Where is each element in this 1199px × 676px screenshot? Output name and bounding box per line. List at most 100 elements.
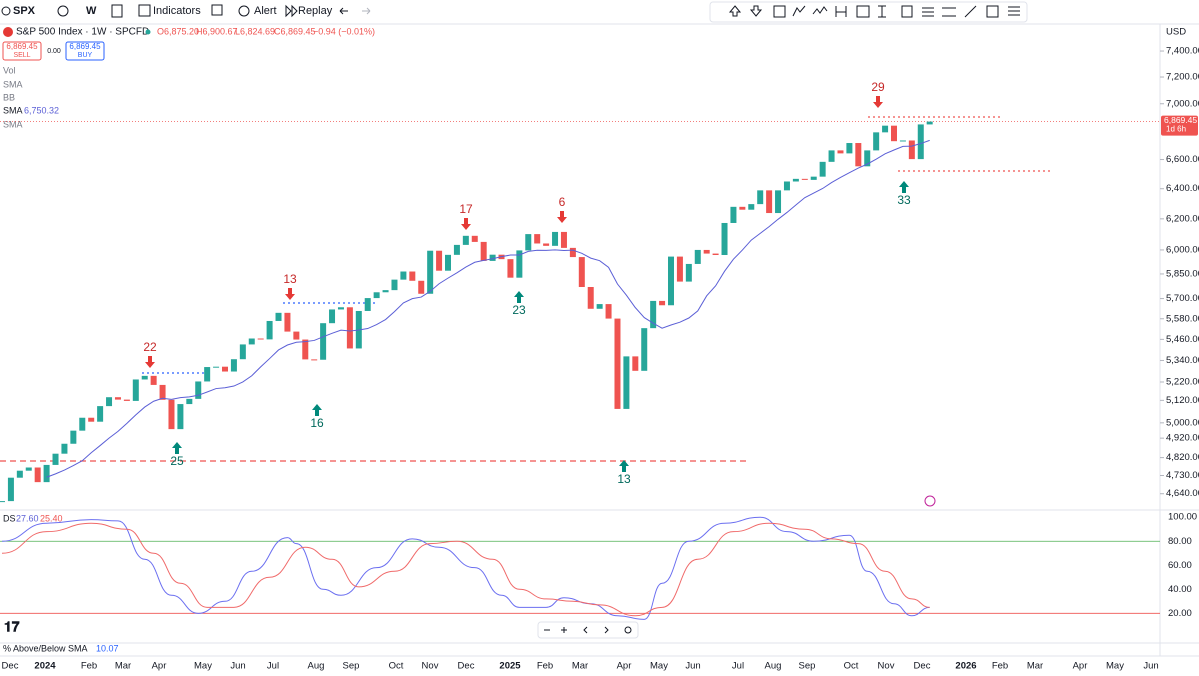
- spread: 0.00: [47, 48, 61, 55]
- candle: [337, 307, 344, 310]
- sell-arrow: [145, 356, 155, 368]
- time-label: May: [650, 661, 668, 672]
- candle: [123, 399, 130, 401]
- currency: USD: [1166, 27, 1186, 38]
- candle: [453, 244, 460, 255]
- candle: [525, 234, 532, 251]
- indicators-button[interactable]: Indicators: [153, 5, 201, 17]
- candle: [266, 320, 273, 340]
- candle: [819, 161, 826, 177]
- replay-button[interactable]: Replay: [298, 5, 333, 17]
- candle: [275, 312, 282, 321]
- buy-signal-label: 33: [897, 193, 911, 207]
- nav-buttons[interactable]: [537, 621, 639, 639]
- chart-type-icon[interactable]: [111, 4, 123, 18]
- candle: [685, 263, 692, 282]
- add-symbol[interactable]: [57, 5, 69, 17]
- search-icon[interactable]: [1, 6, 11, 16]
- candle: [783, 181, 790, 191]
- candle: [891, 125, 897, 142]
- candle: [650, 300, 657, 329]
- price-tick-label: 5,460.00: [1166, 334, 1199, 345]
- redo[interactable]: [362, 7, 371, 15]
- candle: [757, 190, 764, 205]
- time-label: Jun: [685, 661, 700, 672]
- candle: [587, 287, 594, 309]
- study-bb[interactable]: BB: [3, 92, 15, 102]
- candle: [0, 501, 5, 503]
- sma-value: 6,750.32: [24, 105, 59, 115]
- osc-tick-label: 100.00: [1168, 512, 1197, 523]
- study-sma2[interactable]: SMA: [3, 119, 23, 129]
- osc-value2: 25.40: [40, 513, 63, 523]
- candle: [97, 406, 104, 422]
- buy-signal-label: 16: [310, 416, 324, 430]
- candle: [605, 304, 612, 319]
- candle: [320, 323, 327, 360]
- alert-button[interactable]: Alert: [254, 5, 277, 17]
- osc-tick-label: 60.00: [1168, 560, 1192, 571]
- time-label: Jul: [732, 661, 744, 672]
- candle: [88, 417, 95, 422]
- time-label: Apr: [1073, 661, 1088, 672]
- candle: [195, 381, 202, 399]
- sell-signal-label: 6: [559, 195, 566, 209]
- time-label: 2026: [955, 661, 976, 672]
- bottom-indicator-value: 10.07: [96, 643, 119, 653]
- buy-signal-label: 13: [617, 472, 631, 486]
- candle: [177, 404, 184, 430]
- candle: [222, 366, 228, 372]
- symbol[interactable]: SPX: [13, 5, 36, 17]
- candle: [730, 206, 737, 223]
- last-price-label: 6,869.45: [1164, 115, 1197, 125]
- sell-label: SELL: [13, 52, 30, 59]
- sell-button[interactable]: [2, 41, 42, 61]
- candle: [578, 257, 585, 288]
- buy-signal-label: 23: [512, 303, 526, 317]
- price-tick-label: 4,730.00: [1166, 470, 1199, 481]
- symbol-logo: [3, 27, 13, 37]
- interval[interactable]: W: [86, 5, 97, 17]
- candle: [311, 359, 318, 361]
- candle: [837, 150, 844, 154]
- replay-icon[interactable]: [285, 4, 298, 18]
- candle: [632, 356, 639, 371]
- candle: [828, 150, 835, 162]
- study-vol[interactable]: Vol: [3, 65, 16, 75]
- osc-value1: 27.60: [16, 513, 39, 523]
- time-label: Dec: [458, 661, 475, 672]
- time-label: Apr: [617, 661, 632, 672]
- indicators-icon[interactable]: [138, 4, 151, 17]
- tv-logo: 𝟏𝟕: [4, 619, 20, 635]
- time-label: Sep: [799, 661, 816, 672]
- candle: [596, 304, 603, 309]
- candle: [150, 375, 157, 385]
- candle: [391, 279, 398, 291]
- candle: [79, 417, 86, 431]
- alert-icon[interactable]: [238, 5, 250, 17]
- sma-name[interactable]: SMA: [3, 105, 23, 115]
- sell-price: 6,869.45: [6, 42, 38, 51]
- candle: [792, 178, 799, 182]
- candle: [659, 300, 666, 306]
- candle: [739, 206, 746, 210]
- sell-arrow: [285, 288, 295, 300]
- osc-line: [1, 516, 930, 620]
- event-icon[interactable]: [924, 495, 936, 507]
- bottom-indicator-name: % Above/Below SMA: [3, 643, 88, 653]
- templates-icon[interactable]: [211, 4, 223, 16]
- undo[interactable]: [339, 7, 348, 15]
- drawing-tools[interactable]: [728, 5, 1020, 18]
- candle: [703, 249, 710, 254]
- candle: [257, 338, 264, 340]
- sell-signal-label: 22: [143, 340, 157, 354]
- candle: [52, 453, 59, 465]
- candle: [882, 125, 889, 133]
- candle: [409, 271, 416, 281]
- candle: [34, 467, 41, 483]
- study-sma[interactable]: SMA: [3, 79, 23, 89]
- candle: [917, 124, 924, 160]
- price-tick-label: 5,220.00: [1166, 377, 1199, 388]
- buy-button[interactable]: [65, 41, 105, 61]
